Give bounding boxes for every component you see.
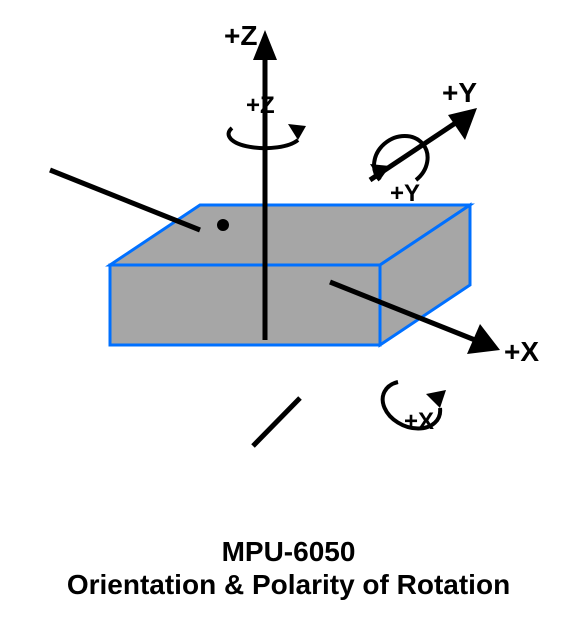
caption: MPU-6050 Orientation & Polarity of Rotat… <box>0 535 577 602</box>
chip-front-face <box>110 265 380 345</box>
y-axis-back <box>50 170 200 230</box>
x-axis-back <box>253 398 300 446</box>
x-axis-label: +X <box>504 336 539 368</box>
pin1-dot <box>217 219 229 231</box>
y-rotation-label: +Y <box>390 180 420 208</box>
rotation-x-arrowhead <box>426 390 446 408</box>
caption-line2: Orientation & Polarity of Rotation <box>0 568 577 602</box>
z-axis-label: +Z <box>224 20 257 52</box>
diagram-canvas <box>0 0 577 617</box>
x-rotation-label: +X <box>404 408 434 436</box>
z-rotation-label: +Z <box>246 92 275 120</box>
rotation-z-arrowhead <box>288 124 306 140</box>
caption-line1: MPU-6050 <box>0 535 577 569</box>
y-axis-label: +Y <box>442 77 477 109</box>
